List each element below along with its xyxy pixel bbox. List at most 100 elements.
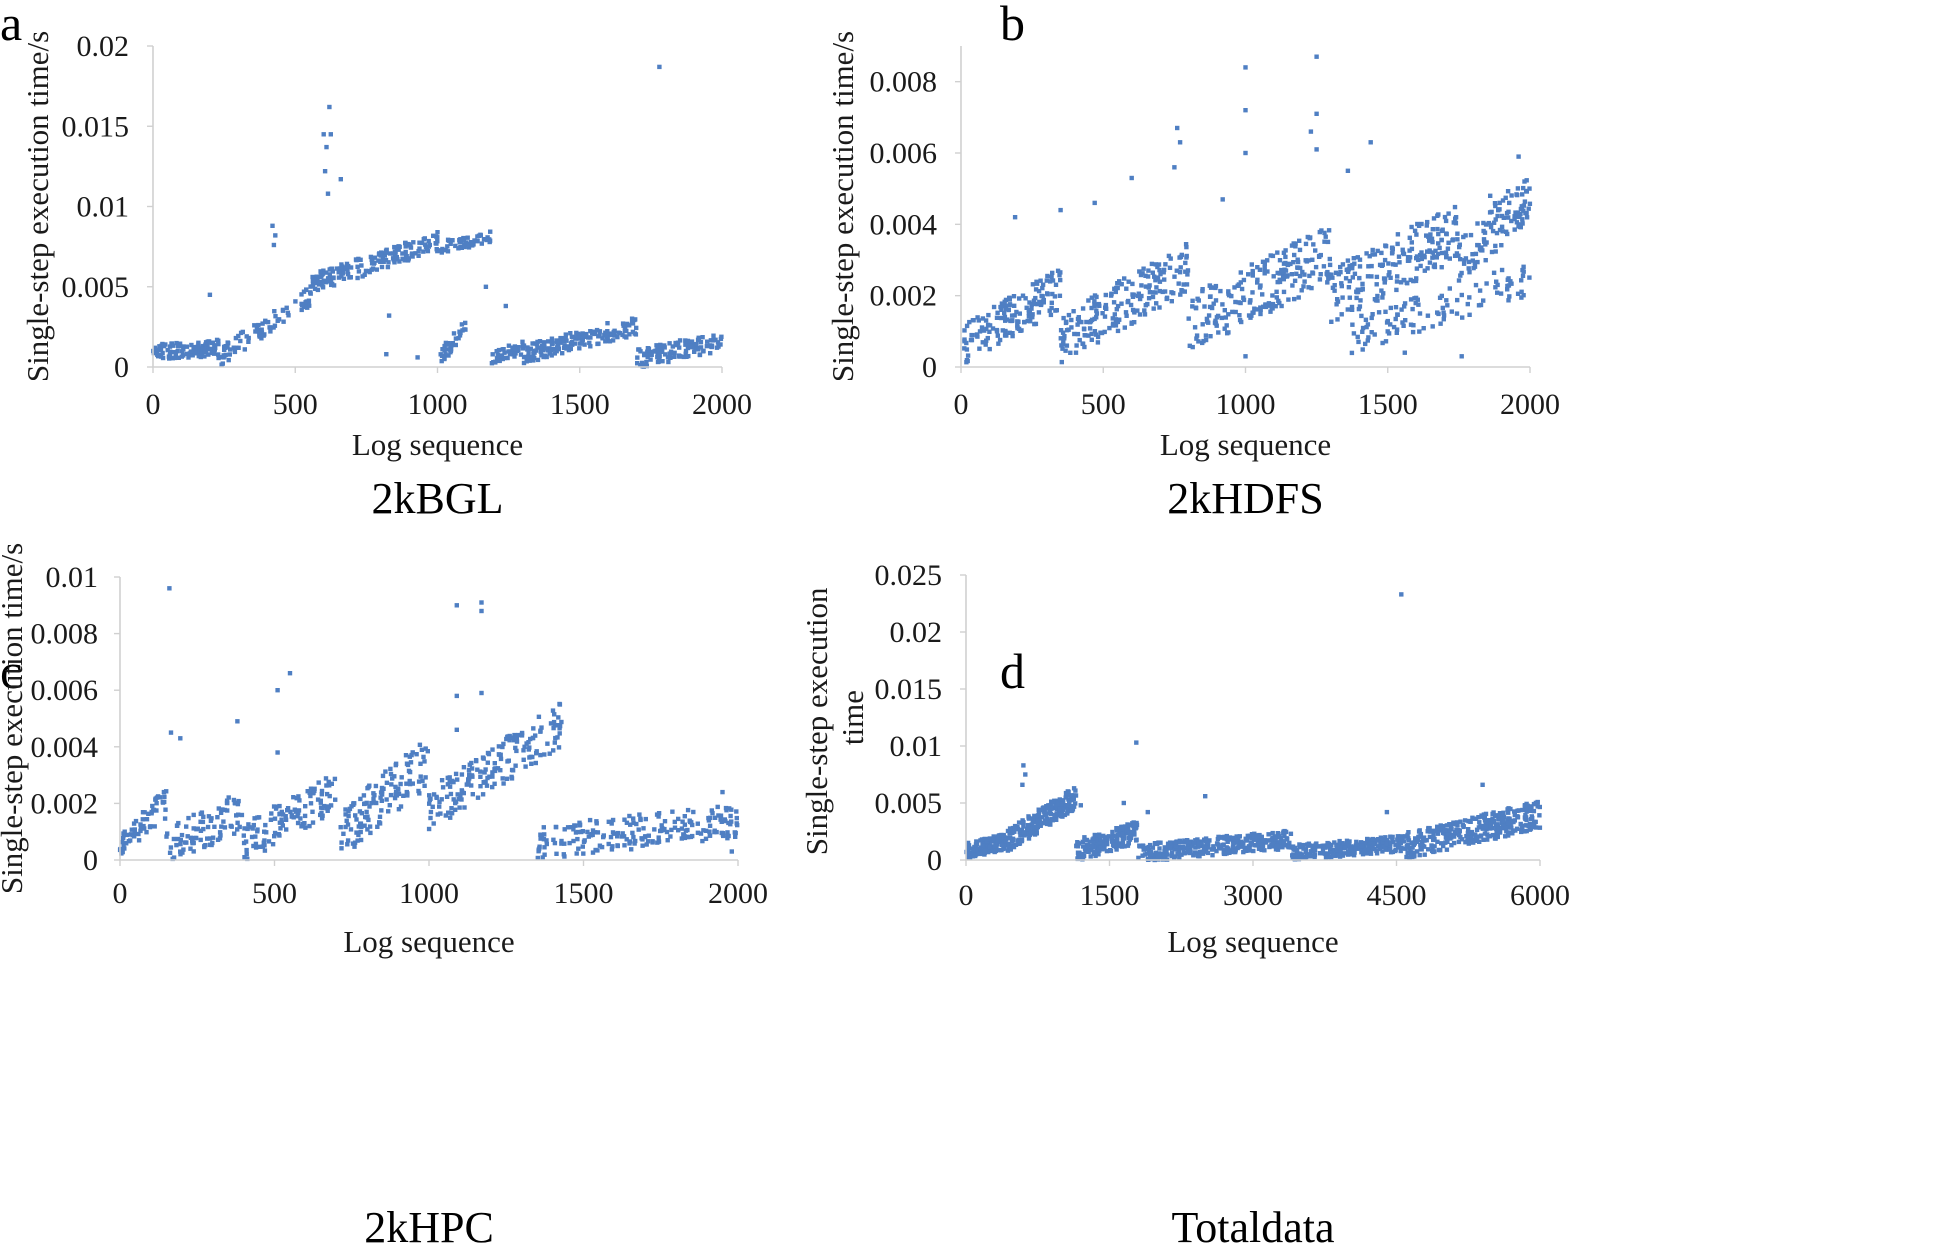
scatter-point: [1038, 823, 1043, 828]
scatter-point: [310, 278, 316, 283]
scatter-point: [1452, 253, 1458, 258]
scatter-point: [1181, 845, 1186, 850]
scatter-point: [594, 327, 600, 333]
scatter-point: [1132, 832, 1137, 837]
scatter-point: [541, 340, 547, 345]
scatter-point: [542, 342, 547, 348]
y-tick-label: 0.004: [31, 731, 99, 764]
scatter-point: [557, 702, 563, 707]
scatter-point: [119, 839, 125, 845]
scatter-point: [1333, 852, 1338, 857]
scatter-point: [1436, 231, 1441, 237]
scatter-point: [1068, 350, 1073, 355]
scatter-point: [498, 768, 503, 773]
x-tick-label: 4500: [1367, 879, 1427, 912]
scatter-point: [1266, 301, 1272, 306]
scatter-point: [280, 823, 285, 828]
scatter-point: [158, 347, 164, 353]
scatter-point: [362, 801, 367, 807]
scatter-point: [1008, 843, 1013, 849]
scatter-point: [708, 351, 713, 356]
scatter-point: [501, 347, 506, 352]
scatter-point: [1132, 320, 1137, 325]
scatter-point: [996, 341, 1001, 346]
scatter-point: [683, 342, 688, 347]
x-tick-label: 0: [954, 388, 969, 421]
scatter-point: [435, 239, 440, 244]
scatter-point: [1092, 301, 1097, 306]
scatter-point: [416, 779, 422, 784]
scatter-point: [1447, 822, 1452, 827]
scatter-point: [1347, 278, 1352, 284]
scatter-point: [1442, 214, 1448, 220]
scatter-point: [1395, 232, 1401, 237]
scatter-point: [161, 789, 167, 795]
scatter-point: [1084, 319, 1089, 325]
scatter-point: [1321, 264, 1327, 269]
scatter-point: [1281, 261, 1287, 266]
scatter-point: [1360, 325, 1366, 331]
scatter-point: [1195, 296, 1200, 301]
scatter-point: [325, 191, 331, 196]
scatter-point: [973, 847, 979, 852]
scatter-point: [405, 762, 411, 768]
scatter-point: [388, 766, 393, 772]
scatter-point: [296, 808, 302, 813]
scatter-point: [967, 319, 972, 325]
scatter-point: [720, 789, 725, 795]
scatter-point: [1008, 847, 1013, 852]
scatter-point: [630, 319, 635, 324]
scatter-point: [272, 309, 277, 314]
scatter-point: [1088, 854, 1093, 859]
scatter-point: [715, 340, 721, 345]
scatter-point: [554, 345, 560, 350]
scatter-point: [462, 244, 467, 250]
scatter-point: [1199, 841, 1204, 847]
scatter-point: [575, 334, 580, 340]
scatter-point: [1416, 834, 1421, 840]
scatter-point: [577, 823, 582, 828]
scatter-point: [1516, 224, 1521, 229]
scatter-point: [271, 242, 277, 248]
scatter-point: [358, 829, 363, 835]
scatter-point: [1031, 826, 1037, 831]
scatter-point: [601, 833, 606, 838]
scatter-point: [1506, 830, 1511, 835]
scatter-point: [271, 325, 276, 330]
scatter-point: [1200, 851, 1206, 856]
scatter-point: [1104, 848, 1110, 854]
scatter-point: [448, 815, 453, 820]
scatter-point: [267, 325, 272, 330]
scatter-point: [696, 347, 701, 352]
scatter-point: [574, 851, 579, 856]
scatter-point: [1250, 273, 1255, 278]
scatter-point: [1147, 854, 1153, 859]
scatter-point: [1123, 310, 1129, 315]
scatter-point: [364, 809, 369, 815]
scatter-point: [469, 766, 475, 771]
scatter-point: [1343, 276, 1349, 281]
scatter-point: [435, 812, 440, 817]
scatter-point: [401, 793, 406, 798]
scatter-point: [1516, 808, 1522, 813]
panel-letter-a: a: [0, 0, 22, 51]
scatter-point: [428, 796, 433, 801]
scatter-point: [1216, 846, 1222, 851]
scatter-point: [1418, 263, 1423, 269]
scatter-point: [502, 350, 507, 355]
scatter-point: [644, 363, 649, 369]
scatter-point: [1474, 835, 1480, 840]
scatter-point: [1126, 841, 1131, 846]
scatter-point: [581, 851, 586, 856]
scatter-point: [243, 839, 249, 844]
scatter-point: [217, 830, 223, 835]
scatter-point: [1088, 847, 1094, 853]
scatter-point: [1054, 817, 1059, 822]
scatter-point: [161, 343, 167, 349]
scatter-point: [295, 814, 300, 819]
scatter-point: [254, 326, 260, 331]
scatter-point: [545, 741, 550, 746]
scatter-point: [541, 837, 547, 842]
scatter-point: [966, 845, 971, 850]
scatter-point: [459, 788, 464, 793]
